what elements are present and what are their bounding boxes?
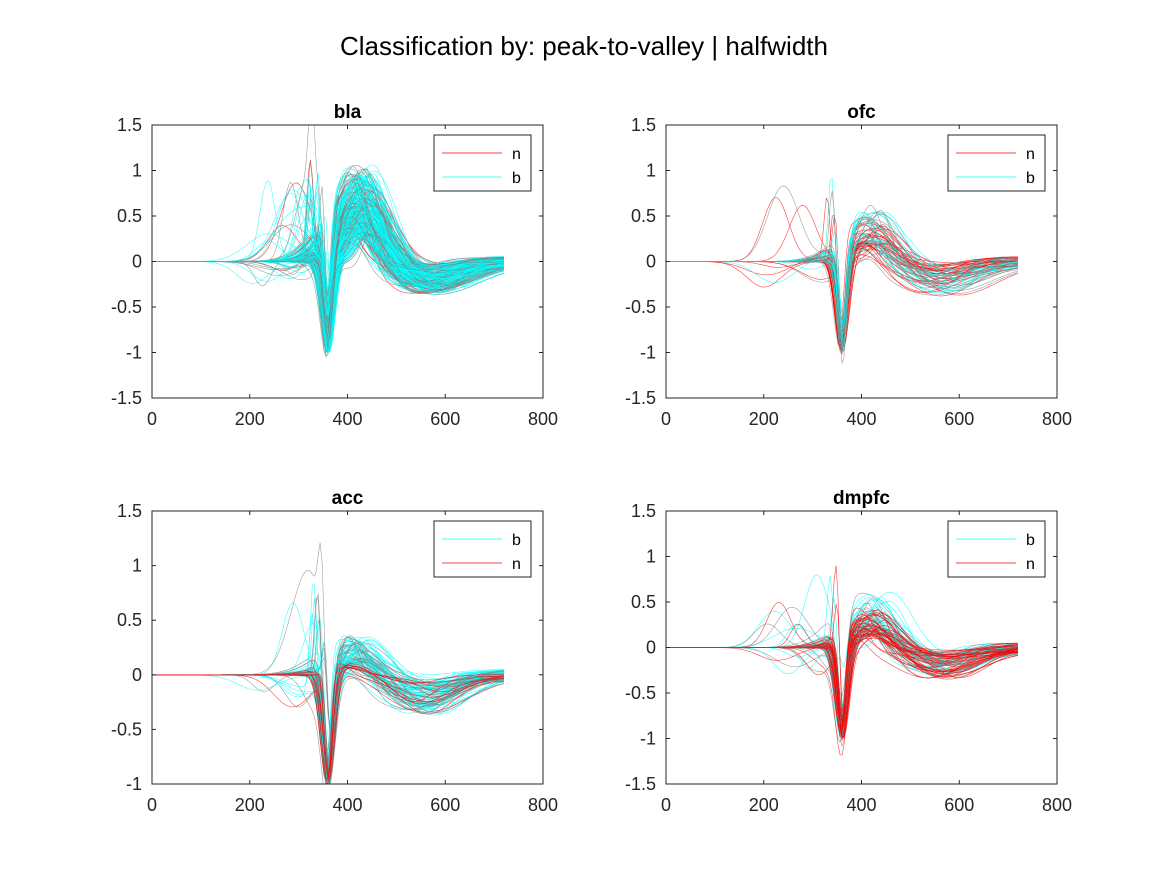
x-tick-label: 800: [1042, 409, 1072, 429]
x-tick-label: 0: [147, 795, 157, 815]
y-tick-label: 0.5: [631, 592, 656, 612]
y-tick-label: 1: [132, 161, 142, 181]
x-tick-label: 400: [846, 795, 876, 815]
waveform-b: [152, 216, 504, 342]
y-tick-label: 0.5: [117, 610, 142, 630]
x-tick-label: 800: [528, 409, 558, 429]
y-tick-label: -0.5: [111, 719, 142, 739]
legend-box: [947, 520, 1046, 578]
y-tick-label: 0: [646, 252, 656, 272]
y-tick-label: 1: [646, 161, 656, 181]
x-tick-label: 600: [944, 795, 974, 815]
waveform-lines: [152, 542, 504, 784]
legend-label-n: n: [512, 556, 521, 573]
legend-label-b: b: [1026, 170, 1035, 187]
x-tick-label: 800: [528, 795, 558, 815]
y-tick-label: -0.5: [625, 683, 656, 703]
legend: nb: [947, 134, 1046, 192]
legend-label-b: b: [512, 170, 521, 187]
subplot-dmpfc: 0 200 400 600 800 1.5 1 0.5 0 -0.5 -1 -1.5 dmpfc bn: [625, 488, 1072, 815]
legend-box: [433, 520, 532, 578]
waveform-n: [666, 623, 1018, 732]
y-tick-label: -1: [640, 343, 656, 363]
subplot-title: ofc: [847, 102, 876, 123]
x-tick-label: 600: [430, 409, 460, 429]
subplot-ofc: 0 200 400 600 800 1.5 1 0.5 0 -0.5 -1 -1.5 ofc nb: [625, 102, 1072, 429]
legend: nb: [433, 134, 532, 192]
y-tick-label: 1: [132, 556, 142, 576]
subplot-title: dmpfc: [833, 488, 890, 509]
x-tick-label: 0: [147, 409, 157, 429]
legend-label-b: b: [1026, 532, 1035, 549]
y-tick-label: -0.5: [111, 297, 142, 317]
subplot-acc: 0 200 400 600 800 1.5 1 0.5 0 -0.5 -1 acc bn: [111, 488, 558, 815]
x-tick-label: 600: [430, 795, 460, 815]
x-tick-label: 200: [749, 409, 779, 429]
x-tick-label: 400: [332, 795, 362, 815]
y-tick-label: 1.5: [631, 501, 656, 521]
figure-title: Classification by: peak-to-valley | half…: [340, 31, 828, 61]
x-tick-label: 0: [661, 795, 671, 815]
legend-box: [433, 134, 532, 192]
y-tick-label: 0.5: [631, 206, 656, 226]
y-tick-label: -1.5: [625, 388, 656, 408]
legend-label-b: b: [512, 532, 521, 549]
y-tick-label: 0: [132, 252, 142, 272]
x-tick-label: 200: [235, 795, 265, 815]
legend-box: [947, 134, 1046, 192]
legend: bn: [433, 520, 532, 578]
waveform-lines: [666, 178, 1019, 364]
y-tick-label: 0: [132, 665, 142, 685]
x-tick-label: 0: [661, 409, 671, 429]
x-tick-label: 400: [332, 409, 362, 429]
subplot-title: bla: [334, 102, 362, 123]
legend: bn: [947, 520, 1046, 578]
y-tick-label: -1: [126, 343, 142, 363]
x-tick-label: 400: [846, 409, 876, 429]
y-tick-label: 1.5: [117, 115, 142, 135]
y-tick-label: 0.5: [117, 206, 142, 226]
waveform-lines: [152, 125, 504, 358]
legend-label-n: n: [512, 146, 521, 163]
legend-label-n: n: [1026, 556, 1035, 573]
y-tick-label: 1.5: [631, 115, 656, 135]
y-tick-label: -1.5: [625, 774, 656, 794]
x-tick-label: 200: [235, 409, 265, 429]
subplot-bla: 0 200 400 600 800 1.5 1 0.5 0 -0.5 -1 -1.5 bla nb: [111, 102, 558, 429]
x-tick-label: 600: [944, 409, 974, 429]
waveform-n: [152, 665, 504, 777]
waveform-b: [666, 190, 1018, 352]
y-tick-label: 1: [646, 547, 656, 567]
legend-label-n: n: [1026, 146, 1035, 163]
y-tick-label: 0: [646, 638, 656, 658]
y-tick-label: 1.5: [117, 501, 142, 521]
x-tick-label: 200: [749, 795, 779, 815]
x-tick-label: 800: [1042, 795, 1072, 815]
y-tick-label: -1.5: [111, 388, 142, 408]
waveform-lines: [666, 565, 1018, 756]
y-tick-label: -1: [126, 774, 142, 794]
y-tick-label: -1: [640, 729, 656, 749]
y-tick-label: -0.5: [625, 297, 656, 317]
subplot-title: acc: [332, 488, 364, 509]
